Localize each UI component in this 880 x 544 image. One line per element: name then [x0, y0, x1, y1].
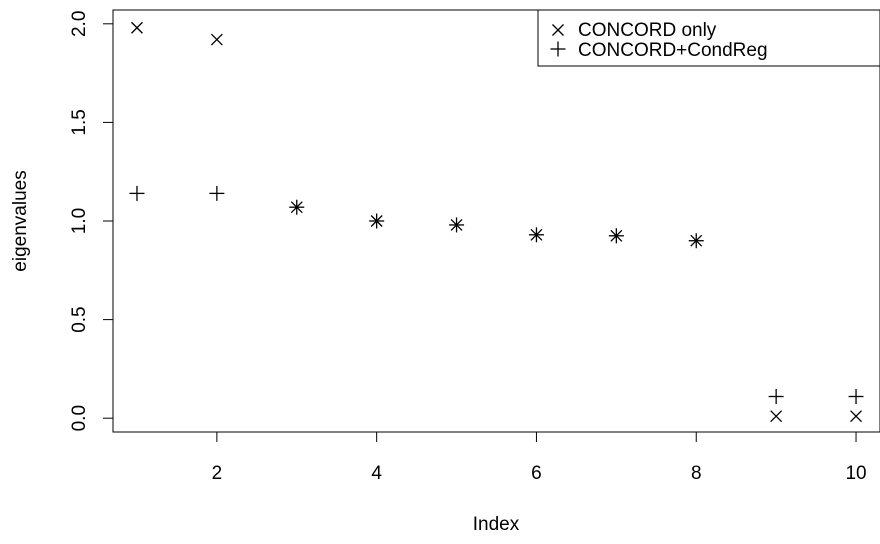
- y-tick-label-2-0: 2.0: [69, 11, 90, 37]
- x-tick-label-8: 8: [691, 463, 702, 484]
- point-series1-1: [129, 185, 145, 201]
- y-axis-label: eigenvalues: [10, 170, 31, 271]
- point-series1-3: [289, 199, 305, 215]
- legend-box: [537, 9, 880, 67]
- y-tick-label-0-0: 0.0: [69, 405, 90, 431]
- point-series0-10: [850, 410, 862, 423]
- point-series1-5: [449, 217, 465, 233]
- legend-label-concord-condreg: CONCORD+CondReg: [578, 40, 768, 61]
- point-series0-9: [770, 410, 783, 423]
- point-series1-2: [209, 185, 225, 201]
- point-series0-2: [210, 33, 223, 46]
- legend-marker-concord-only: [552, 24, 564, 36]
- point-series1-7: [608, 228, 624, 244]
- x-tick-label-10: 10: [845, 463, 866, 484]
- point-series1-10: [848, 389, 864, 405]
- x-tick-label-6: 6: [531, 463, 542, 484]
- point-series1-8: [688, 233, 704, 249]
- x-tick-label-4: 4: [371, 463, 382, 484]
- x-axis-label: Index: [473, 514, 520, 535]
- legend-label-concord-only: CONCORD only: [578, 20, 717, 41]
- y-tick-label-1-5: 1.5: [69, 109, 90, 135]
- x-tick-label-2: 2: [212, 463, 223, 484]
- y-tick-label-0-5: 0.5: [69, 306, 90, 332]
- point-series1-4: [369, 213, 385, 229]
- legend-marker-concord-condreg: [550, 41, 566, 57]
- data-points: [129, 21, 864, 423]
- legend: CONCORD only CONCORD+CondReg: [537, 9, 880, 67]
- point-series1-6: [528, 227, 544, 243]
- y-axis: 0.0 0.5 1.0 1.5 2.0: [69, 11, 114, 431]
- y-tick-label-1-0: 1.0: [69, 208, 90, 234]
- point-series0-1: [131, 21, 143, 34]
- plot-frame: [112, 9, 880, 433]
- legend-markers: [550, 24, 566, 57]
- point-series1-9: [768, 389, 784, 405]
- x-axis: 2 4 6 8 10: [212, 431, 867, 484]
